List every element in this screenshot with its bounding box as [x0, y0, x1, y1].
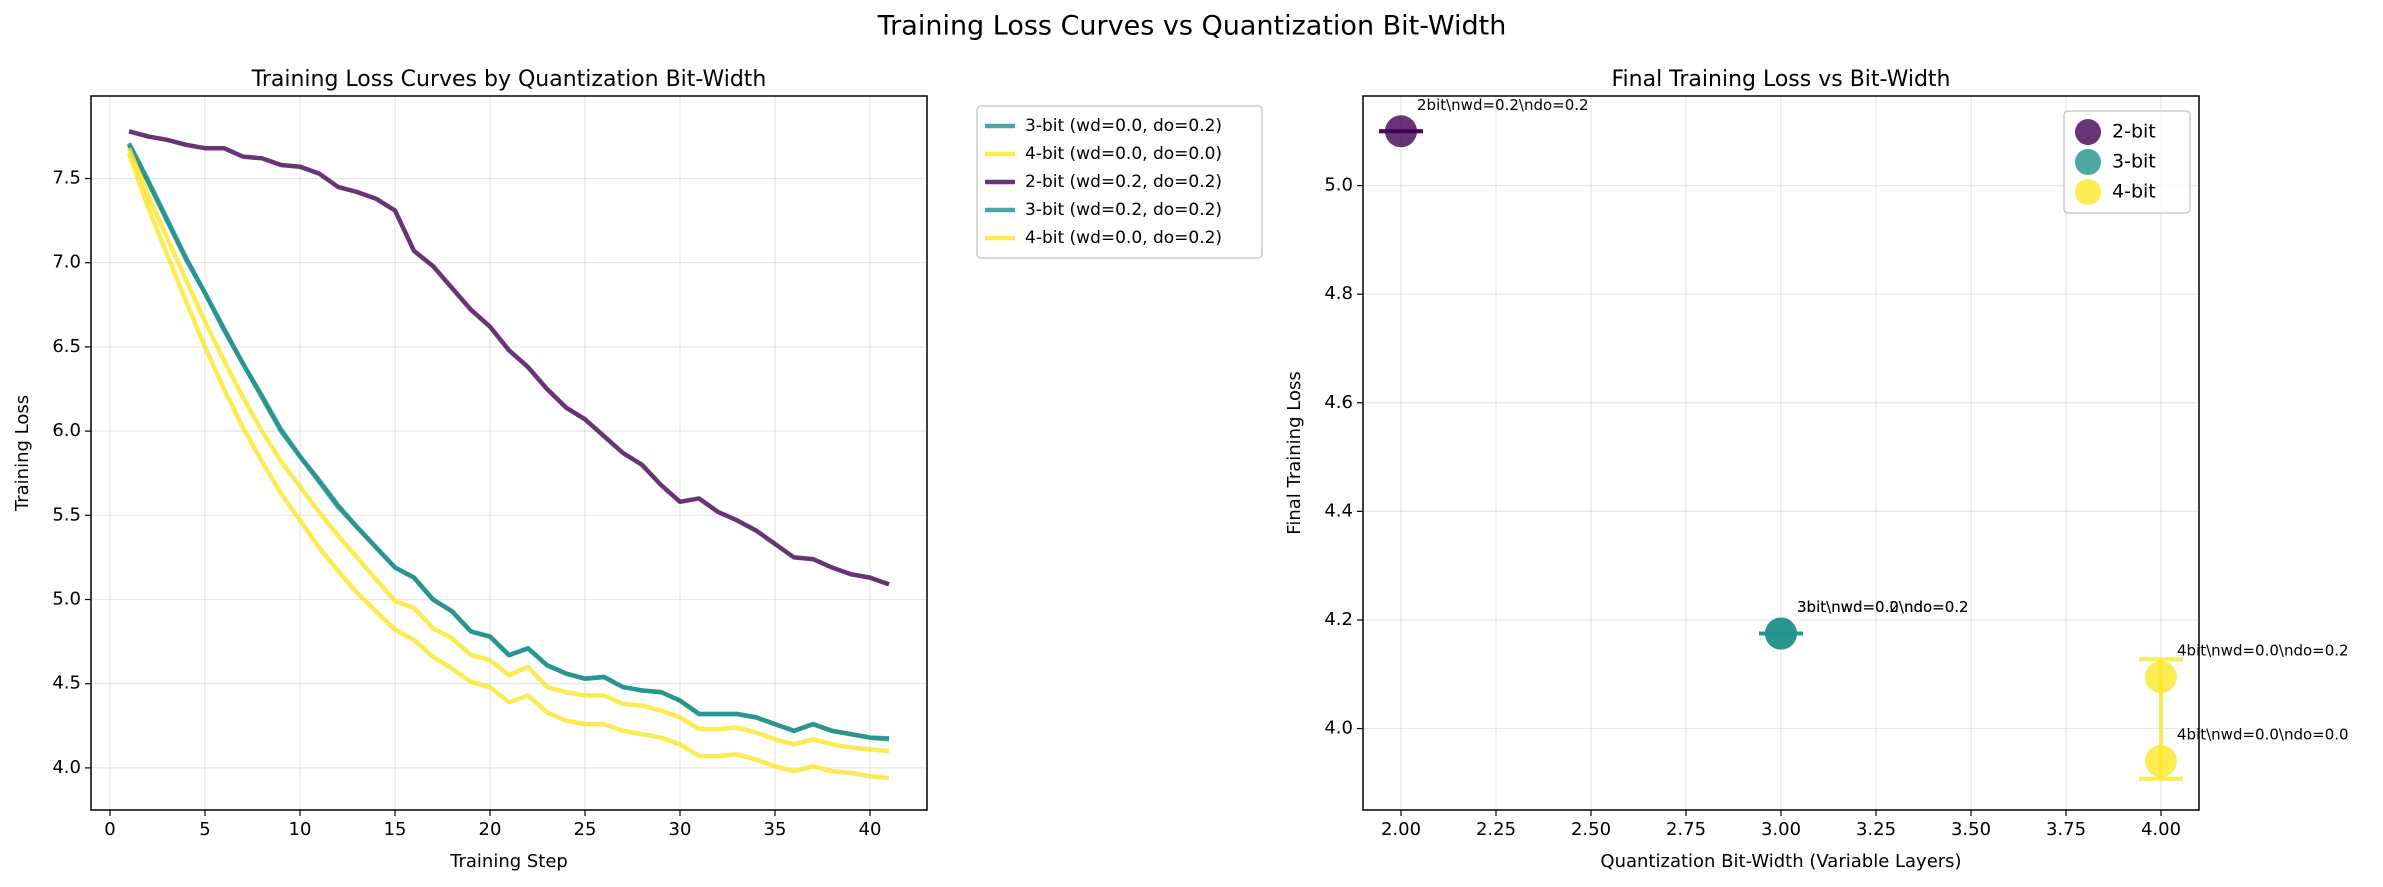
x-tick-label: 25 [574, 819, 597, 840]
x-axis-label: Quantization Bit-Width (Variable Layers) [1600, 851, 1961, 872]
x-tick-label: 3.25 [1856, 819, 1896, 840]
point-label: 4bit\nwd=0.0\ndo=0.0 [2177, 726, 2349, 744]
legend-label: 3-bit (wd=0.2, do=0.2) [1025, 200, 1222, 220]
y-tick-label: 4.4 [1324, 500, 1353, 521]
x-tick-label: 2.50 [1571, 819, 1611, 840]
x-tick-label: 15 [384, 819, 407, 840]
y-tick-label: 7.0 [52, 252, 81, 273]
point [1765, 617, 1797, 650]
y-tick-label: 4.8 [1324, 283, 1353, 304]
loss-line [128, 129, 890, 587]
y-tick-label: 7.5 [52, 168, 81, 189]
x-tick-label: 40 [859, 819, 882, 840]
legend-swatch [2075, 149, 2101, 175]
x-tick-label: 0 [104, 819, 115, 840]
legend-label: 3-bit [2112, 151, 2156, 173]
y-tick-label: 5.5 [52, 504, 81, 525]
y-tick-label: 4.6 [1324, 392, 1353, 413]
x-tick-label: 20 [479, 819, 502, 840]
y-tick-label: 4.0 [1324, 718, 1353, 739]
axes-title: Final Training Loss vs Bit-Width [1611, 67, 1950, 92]
loss-line [126, 152, 890, 781]
legend-label: 2-bit (wd=0.2, do=0.2) [1025, 172, 1222, 192]
x-tick-label: 2.00 [1381, 819, 1421, 840]
legend-label: 2-bit [2112, 121, 2156, 143]
figure-title: Training Loss Curves vs Quantization Bit… [877, 11, 1507, 42]
x-tick-label: 4.00 [2141, 819, 2181, 840]
y-tick-label: 4.0 [52, 757, 81, 778]
x-tick-label: 3.75 [2046, 819, 2086, 840]
x-tick-label: 3.00 [1761, 819, 1801, 840]
x-tick-label: 35 [764, 819, 787, 840]
legend-label: 3-bit (wd=0.0, do=0.2) [1025, 116, 1222, 136]
point-label: 3bit\nwd=0.0\ndo=0.2 [1797, 598, 1969, 616]
legend-swatch [2075, 119, 2101, 145]
point-label: 3bit\nwd=0.2\ndo=0.2 [1797, 598, 1969, 616]
y-tick-label: 6.5 [52, 336, 81, 357]
x-tick-label: 5 [199, 819, 210, 840]
axes-frame [90, 95, 928, 811]
point [2145, 745, 2177, 778]
y-axis-label: Final Training Loss [1284, 371, 1305, 534]
axes-frame [1362, 95, 2200, 811]
x-tick-label: 2.25 [1476, 819, 1516, 840]
y-tick-label: 6.0 [52, 420, 81, 441]
point-label: 4bit\nwd=0.0\ndo=0.2 [2177, 641, 2349, 659]
y-tick-label: 5.0 [1324, 175, 1353, 196]
legend-label: 4-bit [2112, 181, 2156, 203]
legend-label: 4-bit (wd=0.0, do=0.2) [1025, 228, 1222, 248]
x-tick-label: 3.50 [1951, 819, 1991, 840]
legend-label: 4-bit (wd=0.0, do=0.0) [1025, 144, 1222, 164]
y-tick-label: 4.5 [52, 673, 81, 694]
axes-title: Training Loss Curves by Quantization Bit… [251, 67, 767, 92]
x-tick-label: 10 [289, 819, 312, 840]
legend-swatch [2075, 179, 2101, 205]
y-axis-label: Training Loss [12, 395, 33, 512]
legend-box [976, 105, 1263, 259]
x-axis-label: Training Step [449, 851, 568, 872]
loss-line [126, 147, 890, 754]
y-tick-label: 4.2 [1324, 609, 1353, 630]
x-tick-label: 2.75 [1666, 819, 1706, 840]
x-tick-label: 30 [669, 819, 692, 840]
y-tick-label: 5.0 [52, 589, 81, 610]
loss-line [126, 142, 890, 741]
point [2145, 660, 2177, 693]
point [1385, 115, 1417, 148]
point-label: 2bit\nwd=0.2\ndo=0.2 [1417, 96, 1589, 114]
